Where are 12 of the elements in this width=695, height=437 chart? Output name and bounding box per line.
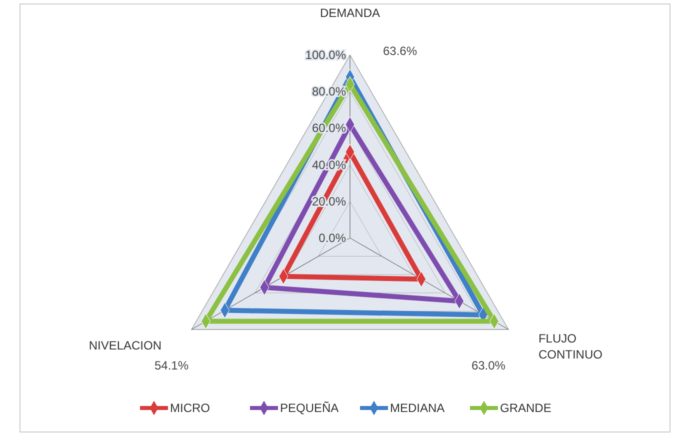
- y-tick-label: 0.0%: [318, 231, 346, 245]
- legend-label: MICRO: [170, 401, 210, 415]
- text: 63.0%: [471, 358, 506, 372]
- legend-label: GRANDE: [500, 401, 552, 415]
- text: 63.6%: [382, 44, 418, 58]
- y-tick-label: 100.0%: [305, 48, 346, 62]
- spoke-label: NIVELACION: [88, 338, 162, 352]
- text: 54.1%: [154, 358, 189, 372]
- spoke-label: DEMANDA: [320, 6, 380, 20]
- legend-label: PEQUEÑA: [280, 401, 339, 415]
- legend-label: MEDIANA: [390, 401, 445, 415]
- spoke-label: FLUJO CONTINUO: [538, 332, 602, 362]
